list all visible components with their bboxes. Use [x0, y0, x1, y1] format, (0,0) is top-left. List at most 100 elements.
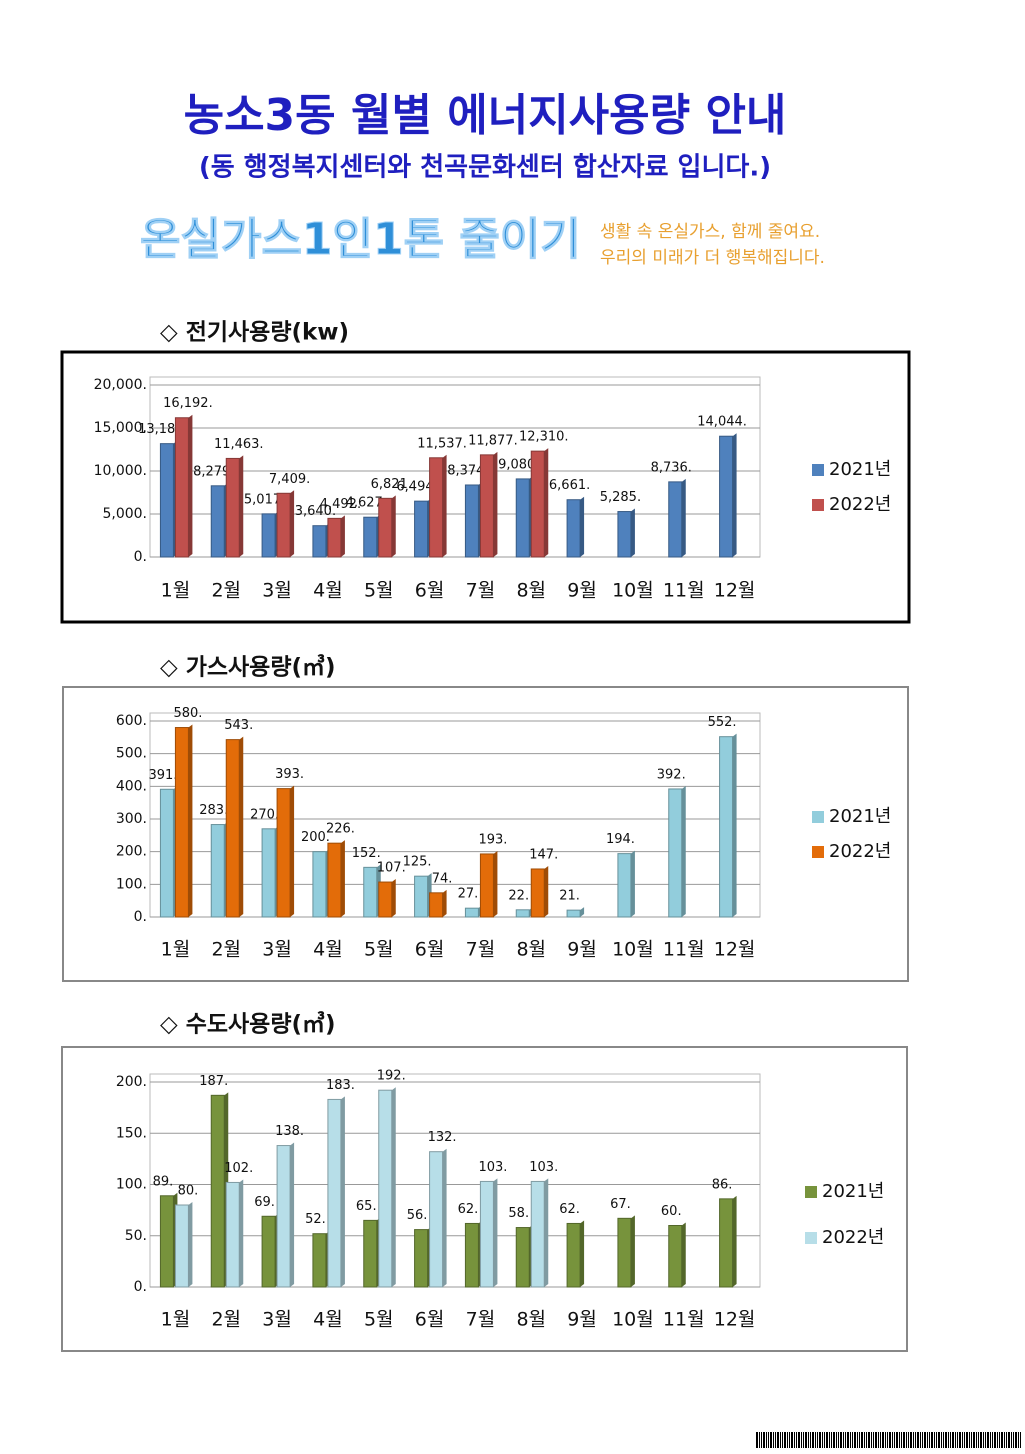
legend-label: 2021년: [829, 806, 891, 827]
bar: [312, 851, 327, 918]
x-tick-label: 9월: [567, 939, 597, 961]
data-label: 9,080.: [498, 457, 539, 472]
data-label: 270.: [250, 807, 279, 822]
data-label: 200.: [301, 830, 330, 845]
bar-side: [493, 850, 498, 917]
x-tick-label: 11월: [663, 939, 705, 961]
data-label: 5,017.: [244, 492, 285, 507]
data-label: 11,877.: [468, 433, 518, 448]
bar: [378, 881, 393, 918]
data-label: 7,409.: [269, 472, 310, 487]
data-label: 52.: [305, 1212, 326, 1227]
y-tick-label: 0.: [134, 909, 147, 925]
bar: [566, 1222, 581, 1288]
data-label: 69.: [254, 1195, 275, 1210]
legend-swatch: [805, 1232, 817, 1244]
bar: [159, 443, 174, 558]
bar-side: [580, 1220, 585, 1287]
bar: [225, 457, 240, 558]
data-label: 86.: [712, 1177, 733, 1192]
data-label: 62.: [559, 1202, 580, 1217]
bar: [363, 516, 378, 558]
legend-label: 2022년: [829, 494, 891, 515]
bar: [159, 1195, 174, 1288]
bar: [276, 788, 291, 918]
bar-side: [442, 454, 447, 557]
bar: [363, 866, 378, 918]
bar: [429, 892, 444, 918]
data-label: 103.: [529, 1160, 558, 1175]
y-tick-label: 20,000.: [94, 377, 147, 393]
legend-label: 2021년: [829, 459, 891, 480]
bar-side: [732, 733, 737, 917]
bar: [617, 511, 632, 558]
y-tick-label: 500.: [116, 746, 147, 762]
bar: [668, 481, 683, 558]
x-tick-label: 8월: [516, 939, 546, 961]
bar: [515, 1227, 530, 1288]
bar: [210, 1094, 225, 1288]
x-tick-label: 7월: [466, 1309, 496, 1331]
data-label: 8,279.: [193, 464, 234, 479]
bar: [479, 1180, 494, 1288]
data-label: 11,463.: [214, 437, 264, 452]
banner-line: 우리의 미래가 더 행복해집니다.: [600, 248, 825, 268]
data-label: 152.: [352, 846, 381, 861]
data-label: 65.: [356, 1199, 377, 1214]
data-label: 187.: [199, 1074, 228, 1089]
x-tick-label: 3월: [262, 580, 292, 602]
bar: [210, 824, 225, 918]
barcode-stripes: [756, 1432, 1022, 1448]
bar: [414, 875, 429, 918]
bar-side: [580, 496, 585, 557]
y-tick-label: 100.: [116, 876, 147, 892]
bar: [429, 457, 444, 558]
y-tick-label: 200.: [116, 1074, 147, 1090]
bar-side: [493, 451, 498, 557]
bar: [464, 1222, 479, 1288]
bar: [174, 727, 189, 918]
x-tick-label: 11월: [663, 1309, 705, 1331]
data-label: 74.: [432, 871, 453, 886]
bar: [378, 1089, 393, 1288]
data-label: 8,736.: [651, 460, 692, 475]
bar-side: [681, 785, 686, 917]
bar-side: [188, 414, 193, 557]
x-tick-label: 3월: [262, 939, 292, 961]
bar: [174, 1204, 189, 1288]
data-label: 11,537.: [417, 436, 467, 451]
bar-side: [340, 1096, 345, 1287]
bar-side: [188, 1202, 193, 1287]
bar: [363, 1219, 378, 1288]
data-label: 56.: [407, 1208, 428, 1223]
data-label: 80.: [178, 1184, 199, 1199]
x-tick-label: 10월: [612, 1309, 654, 1331]
page-subtitle: (동 행정복지센터와 천곡문화센터 합산자료 입니다.): [199, 153, 771, 183]
bar: [515, 909, 530, 918]
data-label: 62.: [458, 1202, 479, 1217]
data-label: 16,192.: [163, 396, 213, 411]
x-tick-label: 11월: [663, 580, 705, 602]
bar-side: [391, 879, 396, 917]
chart-frame: [60, 350, 911, 624]
bar: [668, 788, 683, 918]
bar-side: [630, 1215, 635, 1287]
x-tick-label: 12월: [714, 939, 756, 961]
bar: [261, 1215, 276, 1288]
bar-side: [239, 736, 244, 917]
bar-side: [544, 865, 549, 917]
legend-label: 2022년: [822, 1227, 884, 1248]
data-label: 107.: [377, 861, 406, 876]
data-label: 193.: [478, 832, 507, 847]
x-tick-label: 5월: [364, 580, 394, 602]
data-label: 192.: [377, 1069, 406, 1084]
bar: [327, 1098, 342, 1288]
x-tick-label: 9월: [567, 1309, 597, 1331]
chart-title: ◇ 가스사용량(㎥): [160, 654, 336, 681]
banner-line: 생활 속 온실가스, 함께 줄여요.: [600, 222, 820, 242]
bar: [617, 853, 632, 918]
legend-swatch: [812, 846, 824, 858]
x-tick-label: 8월: [516, 1309, 546, 1331]
y-tick-label: 15,000.: [94, 420, 147, 436]
y-tick-label: 150.: [116, 1125, 147, 1141]
